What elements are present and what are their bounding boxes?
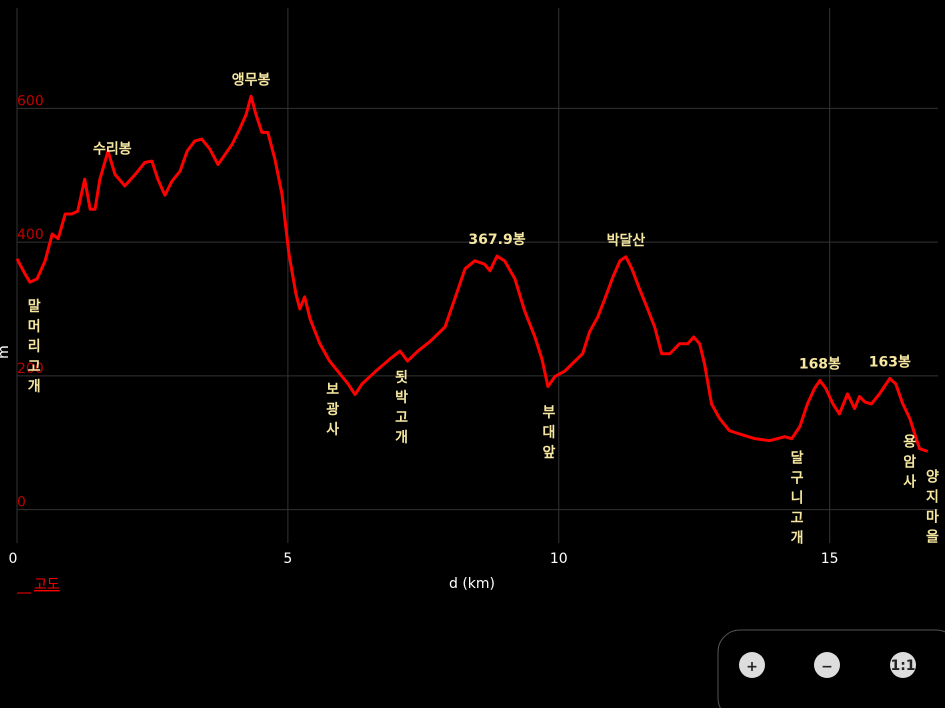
zoom-in-button[interactable]	[739, 652, 765, 678]
place-label: 보광사	[324, 382, 340, 442]
elevation-line	[15, 94, 929, 453]
peak-label: 168봉	[799, 356, 841, 372]
peak-label: 367.9봉	[468, 232, 525, 248]
place-label: 부대앞	[540, 405, 556, 465]
y-tick-label: 600	[17, 93, 44, 109]
x-tick-label: 0	[9, 551, 18, 567]
peak-label: 박달산	[607, 232, 646, 249]
place-label: 말머리고개	[25, 299, 41, 399]
x-axis-label: d (km)	[449, 576, 495, 592]
place-label: 됫박고개	[393, 370, 409, 450]
peak-label: 앵무봉	[232, 71, 271, 88]
zoom-out-label[interactable]: −	[821, 659, 833, 675]
zoom-reset-label[interactable]: 1:1	[890, 658, 915, 674]
peak-label: 163봉	[869, 354, 911, 370]
y-axis-label: m	[0, 345, 12, 359]
place-label: 양지마을	[923, 469, 939, 549]
zoom-reset-button[interactable]	[890, 652, 916, 678]
zoom-in-label[interactable]: +	[746, 659, 758, 675]
zoom-out-button[interactable]	[814, 652, 840, 678]
place-label: 달구니고개	[788, 450, 804, 550]
x-tick-label: 15	[821, 551, 839, 567]
x-tick-label: 5	[283, 551, 292, 567]
zoom-control: + − 1:1	[717, 629, 945, 708]
y-tick-label: 400	[17, 227, 44, 243]
x-tick-label: 10	[550, 551, 568, 567]
y-tick-label: 200	[17, 361, 44, 377]
y-tick-label: 0	[17, 495, 26, 511]
peak-label: 수리봉	[93, 142, 132, 158]
place-label: 용암사	[901, 434, 917, 494]
legend-label[interactable]: 고도	[34, 577, 60, 593]
